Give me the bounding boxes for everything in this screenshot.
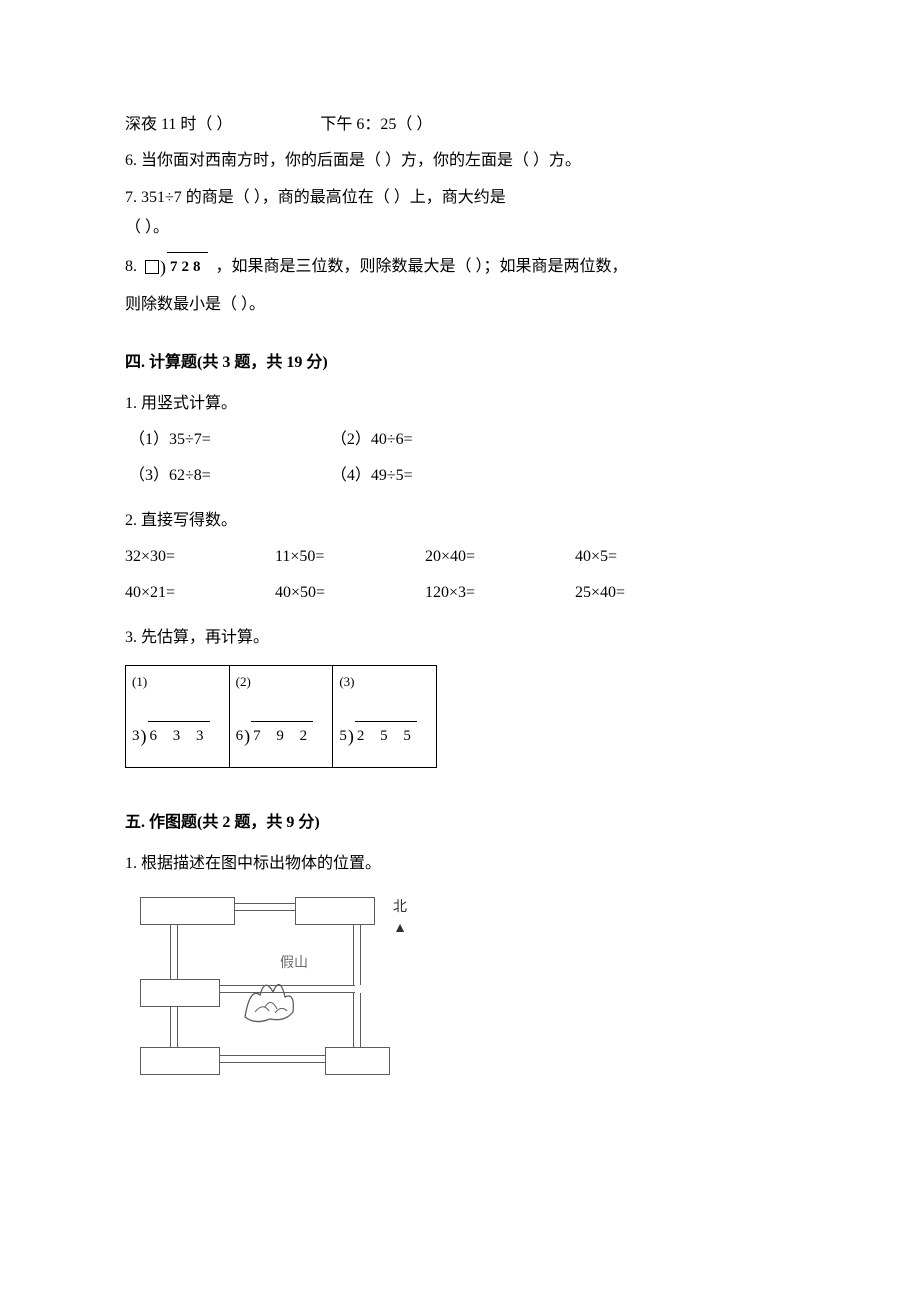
time-right: 下午 6：25（ ）	[320, 116, 432, 133]
question-8: 8. ) 728 ，如果商是三位数，则除数最大是（ ）；如果商是两位数，	[125, 250, 795, 284]
ld-divisor-1: 3	[132, 722, 140, 751]
s4-q2-r1c4: 40×5=	[575, 542, 725, 572]
s4-q2-r1c1: 32×30=	[125, 542, 275, 572]
unknown-divisor-box-icon	[145, 260, 159, 274]
time-left: 深夜 11 时（ ）	[125, 116, 232, 133]
ld-index-1: (1)	[132, 670, 223, 695]
ld-index-3: (3)	[339, 670, 430, 695]
map-road-vertical	[353, 925, 361, 985]
map-building-box	[140, 1047, 220, 1075]
division-bracket-icon: )	[244, 719, 250, 753]
q8-mid: ，如果商是三位数，则除数最大是（ ）；如果商是两位数，	[216, 257, 628, 274]
question-7-line2: （ ）。	[125, 213, 795, 243]
map-building-box	[325, 1047, 390, 1075]
s4-q3-stem: 3. 先估算，再计算。	[125, 623, 795, 653]
map-road-horizontal	[220, 985, 355, 993]
s4-q1-stem: 1. 用竖式计算。	[125, 389, 795, 419]
ld-index-2: (2)	[236, 670, 327, 695]
map-road-horizontal	[235, 903, 295, 911]
ld-divisor-3: 5	[339, 722, 347, 751]
north-arrow-icon: ▲	[393, 922, 407, 936]
north-indicator: 北 ▲	[393, 895, 407, 936]
division-bracket-icon: )	[160, 250, 166, 284]
s4-q2-r1c3: 20×40=	[425, 542, 575, 572]
s4-q2-row1: 32×30= 11×50= 20×40= 40×5=	[125, 542, 795, 572]
s5-q1-stem: 1. 根据描述在图中标出物体的位置。	[125, 849, 795, 879]
section-4-title: 四. 计算题(共 3 题，共 19 分)	[125, 348, 795, 378]
s4-q2-row2: 40×21= 40×50= 120×3= 25×40=	[125, 578, 795, 608]
s4-q1-row1: （1）35÷7= （2）40÷6=	[125, 425, 795, 455]
rockery-icon	[235, 967, 305, 1027]
s4-q2-r2c1: 40×21=	[125, 578, 275, 608]
section-5-title: 五. 作图题(共 2 题，共 9 分)	[125, 808, 795, 838]
map-road-horizontal	[220, 1055, 325, 1063]
s4-q1-item-2: （2）40÷6=	[331, 425, 413, 455]
north-label: 北	[393, 900, 407, 915]
map-road-vertical	[353, 993, 361, 1047]
line-time-convert: 深夜 11 时（ ） 下午 6：25（ ）	[125, 110, 795, 140]
long-div-cell-1: (1) 3 ) 6 3 3	[126, 666, 230, 767]
s4-q2-stem: 2. 直接写得数。	[125, 506, 795, 536]
question-6: 6. 当你面对西南方时，你的后面是（ ）方，你的左面是（ ）方。	[125, 146, 795, 176]
s4-q2-r1c2: 11×50=	[275, 542, 425, 572]
map-road-vertical	[170, 1007, 178, 1047]
s4-q1-row2: （3）62÷8= （4）49÷5=	[125, 461, 795, 491]
s4-q1-item-3: （3）62÷8=	[129, 461, 211, 491]
s4-q1-item-4: （4）49÷5=	[331, 461, 413, 491]
ld-dividend-1: 6 3 3	[148, 721, 210, 751]
s4-q2-r2c3: 120×3=	[425, 578, 575, 608]
dividend-728: 728	[167, 252, 208, 282]
exam-page: 深夜 11 时（ ） 下午 6：25（ ） 6. 当你面对西南方时，你的后面是（…	[0, 0, 920, 1302]
long-division-728: ) 728	[145, 250, 208, 284]
division-bracket-icon: )	[141, 719, 147, 753]
long-div-cell-2: (2) 6 ) 7 9 2	[230, 666, 334, 767]
long-division-table: (1) 3 ) 6 3 3 (2) 6 ) 7 9 2 (3) 5 ) 2 5 …	[125, 665, 437, 768]
q8-tail: 则除数最小是（ ）。	[125, 290, 795, 320]
question-7-line1: 7. 351÷7 的商是（ ），商的最高位在（ ）上，商大约是	[125, 183, 795, 213]
q8-prefix: 8.	[125, 257, 141, 274]
map-building-box	[140, 897, 235, 925]
s4-q2-r2c4: 25×40=	[575, 578, 725, 608]
map-road-vertical	[170, 925, 178, 979]
ld-dividend-2: 7 9 2	[251, 721, 313, 751]
map-building-box	[295, 897, 375, 925]
map-figure: 北 ▲ 假山	[125, 889, 425, 1079]
ld-dividend-3: 2 5 5	[355, 721, 417, 751]
s4-q1-item-1: （1）35÷7=	[129, 425, 211, 455]
map-building-box	[140, 979, 220, 1007]
s4-q2-r2c2: 40×50=	[275, 578, 425, 608]
division-bracket-icon: )	[348, 719, 354, 753]
ld-divisor-2: 6	[236, 722, 244, 751]
long-div-cell-3: (3) 5 ) 2 5 5	[333, 666, 436, 767]
